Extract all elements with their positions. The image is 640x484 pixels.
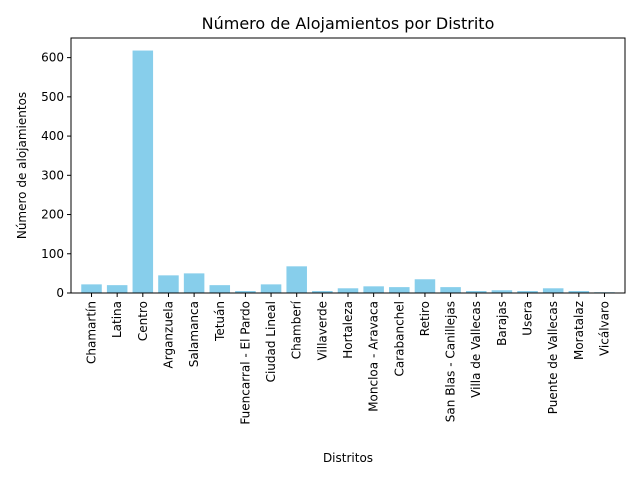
y-tick-label: 600 <box>41 51 64 65</box>
x-tick-label: Hortaleza <box>341 301 355 359</box>
bar <box>286 266 307 293</box>
bar <box>337 288 359 293</box>
x-tick-label: Villa de Vallecas <box>469 301 483 398</box>
y-axis: 0 100 200 300 400 500 600 <box>41 51 71 300</box>
bar <box>260 284 282 293</box>
bar <box>568 291 590 293</box>
y-tick-label: 100 <box>41 247 64 261</box>
x-axis-label: Distritos <box>323 451 373 465</box>
y-tick-label: 0 <box>56 286 64 300</box>
x-tick-label: Ciudad Lineal <box>264 301 278 382</box>
x-tick-label: Tetuán <box>213 301 227 342</box>
x-tick-label: Villaverde <box>315 301 329 361</box>
x-tick-label: Salamanca <box>187 301 201 367</box>
bar <box>389 287 410 293</box>
plot-frame <box>70 37 626 294</box>
x-tick-label: Moncloa - Aravaca <box>367 301 381 412</box>
x-tick-label: Vicálvaro <box>597 301 611 356</box>
bar <box>235 291 256 293</box>
x-axis: Chamartín Latina Centro Arganzuela Salamanca… <box>85 293 611 425</box>
chart-title: Número de Alojamientos por Distrito <box>202 14 495 33</box>
bar <box>81 284 102 293</box>
bars-group <box>81 50 615 293</box>
bar <box>106 285 128 293</box>
x-tick-label: Barajas <box>495 301 509 346</box>
x-tick-label: Latina <box>110 301 124 338</box>
bar <box>158 275 179 293</box>
x-tick-label: Centro <box>136 301 150 341</box>
x-tick-label: Usera <box>521 301 535 336</box>
bar <box>312 291 333 293</box>
x-tick-label: Fuencarral - El Pardo <box>238 301 252 425</box>
x-tick-label: Chamartín <box>85 301 99 364</box>
bar <box>183 273 205 293</box>
y-tick-label: 400 <box>41 129 64 143</box>
y-tick-label: 300 <box>41 168 64 182</box>
bar <box>363 286 384 293</box>
x-tick-label: Moratalaz <box>572 301 586 360</box>
x-tick-label: Retiro <box>418 301 432 336</box>
bar <box>517 291 538 293</box>
x-tick-label: Arganzuela <box>161 301 175 368</box>
bar <box>542 288 564 293</box>
x-tick-label: Puente de Vallecas <box>546 301 560 414</box>
bar <box>465 291 487 293</box>
bar <box>440 287 461 293</box>
y-tick-label: 500 <box>41 90 64 104</box>
x-tick-label: Carabanchel <box>392 301 406 377</box>
y-axis-label: Número de alojamientos <box>15 92 29 239</box>
bar <box>132 50 154 293</box>
y-tick-label: 200 <box>41 208 64 222</box>
bar <box>491 290 513 293</box>
bar <box>209 285 231 293</box>
bar <box>414 279 436 293</box>
x-tick-label: San Blas - Canillejas <box>444 301 458 422</box>
x-tick-label: Chamberí <box>290 300 304 359</box>
